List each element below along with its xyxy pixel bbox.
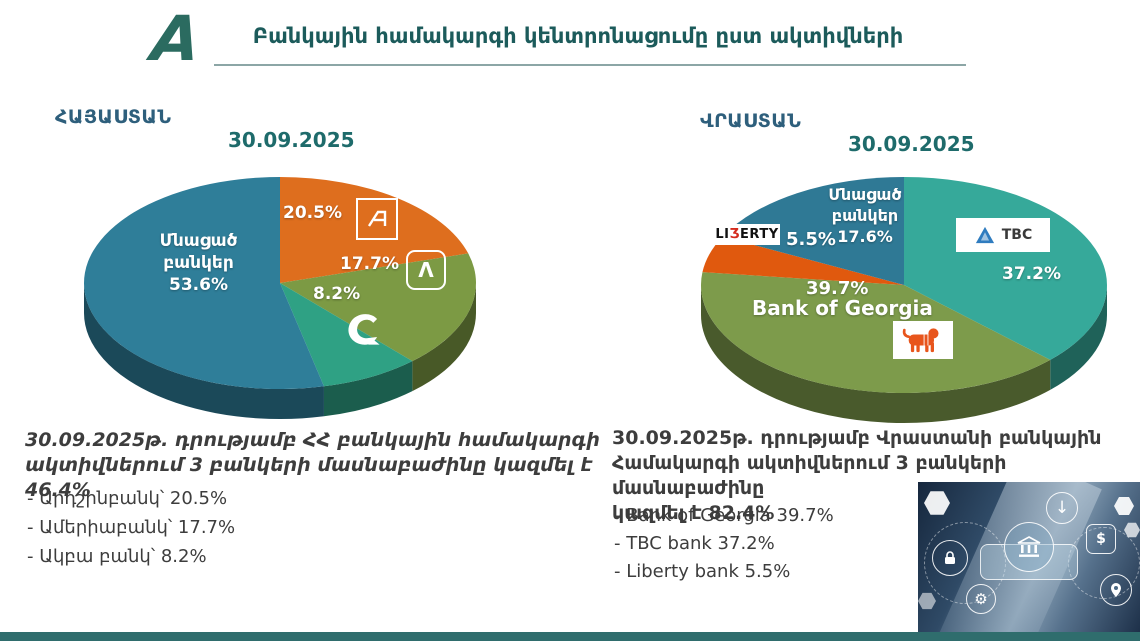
hexagon-shape — [1124, 522, 1140, 538]
tbc-triangle-icon — [975, 226, 994, 244]
ardshinbank-logo — [356, 198, 398, 240]
ameriabank-pct-label: 17.7% — [340, 254, 399, 274]
bank-of-georgia-name-label: Bank of Georgia — [752, 296, 933, 320]
list-item: - Liberty bank 5.5% — [614, 561, 791, 582]
ardshinbank-pct-label: 20.5% — [283, 203, 342, 223]
liberty-bank-logo: LI Ʒ ERTY — [714, 224, 780, 245]
tbc-logo-text: TBC — [1001, 227, 1033, 243]
bog-lion-icon — [902, 328, 939, 353]
bank-of-georgia-logo — [893, 321, 953, 359]
armenia-other-pct: 53.6% — [169, 275, 228, 295]
fintech-photo: ↓ $ ⚙ — [918, 482, 1140, 632]
liberty-pct-label: 5.5% — [786, 229, 836, 250]
georgia-summary-line2: Համակարգի ակտիվներում 3 բանկերի մասնաբաժ… — [612, 452, 1007, 499]
slide-title: Բանկային համակարգի կենտրոնացումը ըստ ակտ… — [252, 24, 904, 48]
hexagon-shape — [924, 491, 950, 515]
download-arrow-icon: ↓ — [1046, 492, 1078, 524]
bank-association-logo: A — [148, 2, 204, 75]
photo-ring-shape — [924, 522, 1006, 604]
bank-of-georgia-pct-label: 39.7% — [806, 278, 869, 299]
georgia-other-line1: Մնացած — [828, 185, 902, 204]
tbc-pct-label: 37.2% — [1002, 264, 1061, 284]
georgia-summary-line3: կազմել է 82.4% — [612, 502, 775, 524]
georgia-bank-list: - Bank of Georgia 39.7% - TBC bank 37.2%… — [614, 502, 834, 586]
list-item: - Bank of Georgia 39.7% — [614, 505, 834, 526]
hexagon-shape — [918, 592, 936, 610]
georgia-date-label: 30.09.2025 — [848, 132, 975, 156]
armenia-date-label: 30.09.2025 — [228, 128, 355, 152]
acba-swirl-icon — [348, 314, 380, 345]
armenia-other-line2: բանկեր — [163, 253, 234, 273]
georgia-other-banks-label: Մնացած բանկեր 17.6% — [800, 184, 930, 247]
list-item: - Արդշինբանկ՝ 20.5% — [27, 488, 228, 509]
armenia-pie-chart — [84, 177, 477, 420]
gear-icon: ⚙ — [966, 584, 996, 614]
armenia-summary-line1: 30.09.2025թ. դրությամբ ՀՀ բանկային համակ… — [25, 429, 600, 451]
georgia-other-pct: 17.6% — [837, 227, 893, 246]
list-item: - Ամերիաբանկ՝ 17.7% — [27, 517, 236, 538]
tbc-bank-logo: TBC — [956, 218, 1050, 252]
georgia-region-label: ՎՐԱՍՏԱՆ — [700, 110, 802, 132]
hexagon-shape — [1114, 497, 1134, 515]
lock-icon — [932, 540, 968, 576]
liberty-logo-part1: LI — [715, 227, 730, 242]
armenia-other-banks-label: Մնացած բանկեր 53.6% — [126, 230, 271, 296]
armenia-summary-line2: ակտիվներում 3 բանկերի մասնաբաժինը կազմել… — [25, 454, 593, 501]
liberty-logo-part2: Ʒ — [729, 227, 741, 242]
dollar-icon: $ — [1086, 524, 1116, 554]
acba-logo — [338, 306, 388, 350]
georgia-pie-chart — [700, 177, 1107, 423]
georgia-summary: 30.09.2025թ. դրությամբ Վրաստանի բանկային… — [612, 426, 1117, 526]
georgia-other-line2: բանկեր — [831, 206, 899, 225]
ameriabank-logo: Λ — [406, 250, 446, 290]
acba-pct-label: 8.2% — [313, 284, 361, 304]
bank-icon — [1004, 522, 1054, 572]
armenia-bank-list: - Արդշինբանկ՝ 20.5% - Ամերիաբանկ՝ 17.7% … — [27, 484, 235, 571]
armenia-region-label: ՀԱՅԱՍՏԱՆ — [55, 106, 172, 128]
ardshinbank-logo-icon — [367, 210, 387, 227]
location-pin-icon — [1100, 574, 1132, 606]
armenia-summary: 30.09.2025թ. դրությամբ ՀՀ բանկային համակ… — [25, 428, 605, 503]
georgia-summary-line1: 30.09.2025թ. դրությամբ Վրաստանի բանկային — [612, 427, 1102, 449]
list-item: - Ակբա բանկ՝ 8.2% — [27, 546, 207, 567]
liberty-logo-part3: ERTY — [740, 227, 779, 242]
title-divider — [214, 64, 966, 66]
footer-bar — [0, 632, 1140, 641]
armenia-other-line1: Մնացած — [159, 231, 238, 251]
list-item: - TBC bank 37.2% — [614, 533, 775, 554]
